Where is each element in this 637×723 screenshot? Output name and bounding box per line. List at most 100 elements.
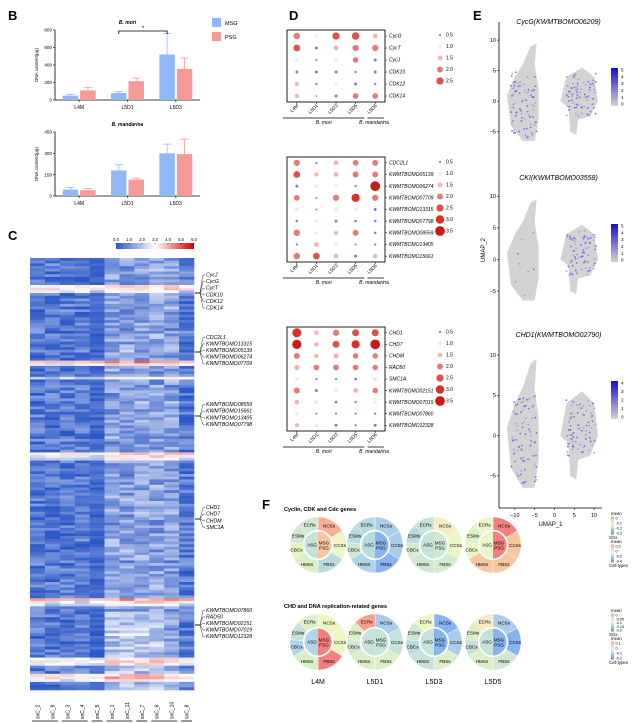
heatmap-cell	[59, 422, 76, 426]
heatmap-cell	[59, 320, 76, 324]
umap-colorbar-tick: 5	[621, 68, 624, 73]
umap-cell-point	[593, 88, 596, 91]
heatmap-cell	[74, 519, 90, 523]
heatmap-cell	[59, 290, 76, 294]
heatmap-cell	[164, 376, 180, 380]
heatmap-cell	[59, 460, 76, 464]
heatmap-cell	[59, 563, 76, 567]
heatmap-cell	[134, 290, 150, 294]
legend-dot	[436, 374, 444, 382]
heatmap-cell	[179, 463, 195, 467]
bar-psg	[80, 90, 96, 100]
heatmap-cell	[149, 668, 165, 672]
heatmap-cell	[74, 622, 90, 626]
dot-point	[315, 377, 318, 381]
inner-label-psg: PSG	[494, 546, 504, 551]
umap-cell-point	[571, 400, 574, 403]
y-tick-label: KWMTBOMO02151	[389, 388, 434, 394]
heatmap-cell	[30, 398, 46, 402]
heatmap-cell	[179, 317, 195, 321]
heatmap-cell	[59, 276, 76, 280]
dot-point	[314, 70, 318, 74]
heatmap-cell	[119, 295, 135, 299]
dot-point	[315, 412, 318, 415]
inner-segment-msg-psg	[493, 628, 507, 656]
heatmap-cell	[30, 511, 46, 515]
umap-colorbar-tick: 4	[621, 381, 624, 386]
outer-segment-label: CCSs	[450, 640, 463, 645]
umap-cluster-right	[560, 391, 599, 480]
heatmap-cell	[104, 395, 120, 399]
heatmap-cell	[30, 671, 46, 675]
heatmap-cell	[134, 266, 150, 270]
heatmap-cell	[89, 460, 105, 464]
heatmap-cell	[89, 447, 105, 450]
heatmap-cell	[164, 687, 180, 691]
heatmap-cell	[179, 357, 195, 361]
heatmap-cell	[164, 568, 180, 572]
heatmap-cell	[164, 465, 180, 469]
heatmap-cell	[104, 390, 120, 394]
heatmap-cell	[30, 276, 46, 280]
umap-cell-point	[593, 106, 595, 109]
heatmap-cell	[164, 582, 180, 585]
umap-colorbar	[611, 224, 618, 262]
dot-point	[334, 377, 338, 381]
heatmap-cell	[179, 630, 195, 634]
heatmap-cell	[149, 428, 165, 432]
umap-cell-point	[522, 421, 525, 424]
outer-segment-label: ESMs	[467, 631, 480, 636]
panel-letter-f: F	[262, 497, 270, 512]
umap-cell-point	[535, 465, 538, 468]
heatmap-cell	[74, 684, 90, 688]
heatmap-cell	[179, 638, 195, 642]
heatmap-cell	[89, 271, 105, 275]
heatmap-cell	[30, 438, 46, 442]
heatmap-cell	[89, 398, 105, 402]
heatmap-cell	[149, 660, 165, 664]
heatmap-cell	[179, 600, 195, 604]
heatmap-cell	[164, 274, 180, 278]
heatmap-cell	[104, 630, 120, 634]
row-label: KWMTBOMO13405	[206, 415, 252, 421]
heatmap-cell	[134, 306, 150, 310]
umap-cell-point	[589, 242, 591, 245]
inner-label-psg: PSG	[494, 643, 504, 648]
inner-label-asg: ASG	[364, 640, 374, 645]
heatmap-cell	[30, 638, 46, 642]
heatmap-cell	[30, 282, 46, 286]
y-tick-label: 600	[44, 45, 52, 50]
heatmap-cell	[179, 557, 195, 561]
heatmap-cell	[104, 352, 120, 356]
heatmap-cell	[59, 317, 76, 321]
heatmap-cell	[104, 328, 120, 332]
heatmap-cell	[119, 398, 135, 402]
y-tick-label: 150	[44, 172, 52, 177]
heatmap-cell	[74, 452, 90, 456]
bar-psg	[176, 154, 193, 196]
heatmap-cell	[104, 614, 120, 618]
heatmap-cell	[119, 366, 135, 369]
heatmap-cell	[149, 501, 165, 504]
umap-cell-point	[575, 106, 578, 109]
umap-cell-point	[571, 273, 574, 276]
umap-x-label: UMAP_1	[538, 522, 563, 528]
dot-point	[373, 208, 377, 211]
heatmap-cell	[179, 538, 195, 542]
heatmap-cell	[134, 379, 150, 383]
heatmap-cell	[149, 290, 165, 294]
heatmap-cell	[119, 266, 135, 270]
heatmap-cell	[164, 357, 180, 361]
heatmap-cell	[104, 295, 120, 299]
x-tick-label: L5D3	[327, 263, 340, 276]
heatmap-cell	[164, 314, 180, 318]
legend-title: mean	[611, 636, 622, 641]
heatmap-cell	[149, 274, 165, 278]
umap-cell-point	[594, 91, 596, 94]
heatmap-cell	[134, 681, 150, 685]
heatmap-cell	[89, 282, 105, 286]
umap-cell-point	[576, 97, 578, 100]
heatmap-cell	[179, 498, 195, 502]
heatmap-cell	[30, 579, 46, 583]
